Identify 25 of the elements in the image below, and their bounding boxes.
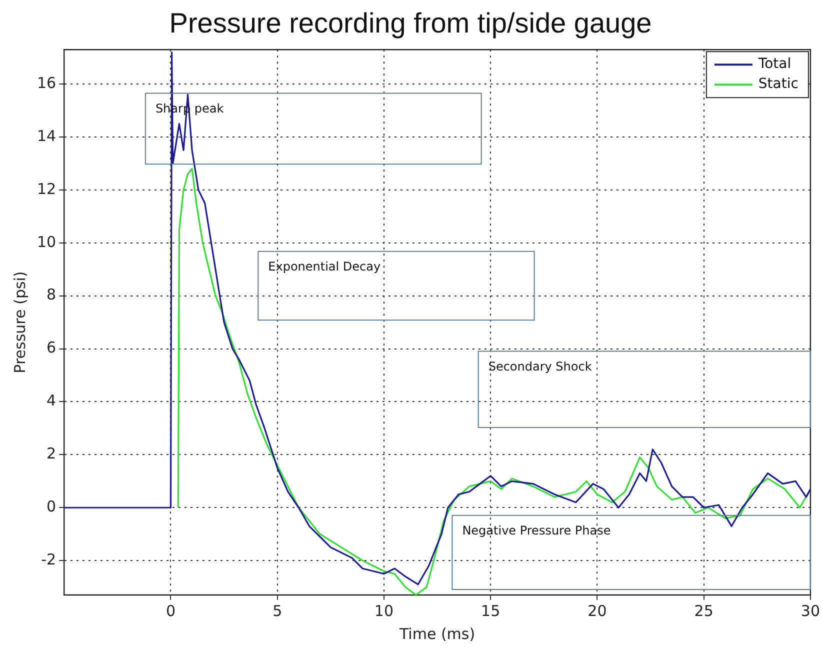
annotation: Secondary Shock [488,359,592,374]
annotation: Negative Pressure Phase [462,523,611,538]
x-tick-label: 5 [272,602,282,620]
y-tick-label: 14 [36,126,56,145]
x-tick-label: 20 [588,602,607,620]
legend-label: Static [758,76,798,92]
x-tick-label: 25 [694,602,714,620]
x-axis-title: Time (ms) [398,624,476,643]
legend-label: Total [757,56,792,72]
y-tick-label: 4 [46,392,56,410]
y-tick-label: 12 [36,180,56,198]
y-tick-label: 10 [36,232,56,251]
x-tick-label: 30 [800,602,820,620]
y-tick-label: 0 [46,498,56,516]
y-axis-title: Pressure (psi) [10,271,29,374]
y-tick-label: 16 [36,74,56,92]
x-tick-label: 15 [481,602,500,620]
y-tick-label: 8 [46,286,56,304]
chart-title: Pressure recording from tip/side gauge [169,8,652,39]
x-tick-label: 0 [166,602,176,620]
annotation: Exponential Decay [268,260,381,274]
y-tick-label: 6 [46,338,56,357]
x-tick-label: 10 [374,602,394,620]
y-tick-label: 2 [46,444,56,463]
y-tick-label: -2 [41,550,56,568]
